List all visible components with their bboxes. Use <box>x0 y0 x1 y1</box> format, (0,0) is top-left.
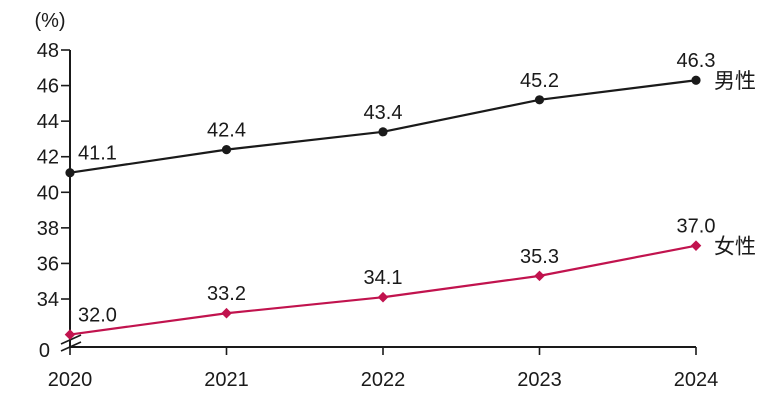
x-tick-label: 2022 <box>361 369 406 391</box>
series-name-label: 男性 <box>714 70 756 93</box>
data-point-marker <box>377 291 389 303</box>
x-tick-label: 2024 <box>674 369 719 391</box>
series-name-label: 女性 <box>714 236 756 259</box>
axis-break-mark <box>60 334 82 345</box>
y-tick-label: 44 <box>37 111 59 133</box>
y-tick-label: 38 <box>37 218 59 240</box>
y-tick-label: 42 <box>37 147 59 169</box>
y-tick-label: 46 <box>37 76 59 98</box>
x-tick-label: 2021 <box>204 369 249 391</box>
axis-break-mark <box>60 341 82 352</box>
data-label: 37.0 <box>677 216 716 238</box>
data-label: 32.0 <box>78 305 117 327</box>
data-label: 42.4 <box>207 120 246 142</box>
data-label: 45.2 <box>520 70 559 92</box>
data-label: 41.1 <box>78 143 117 165</box>
data-point-marker <box>534 95 545 105</box>
data-point-marker <box>65 168 75 178</box>
y-tick-label: 36 <box>37 253 59 275</box>
data-label: 33.2 <box>207 283 246 305</box>
data-point-marker <box>378 127 388 137</box>
data-label: 46.3 <box>677 50 716 72</box>
y-tick-label: 40 <box>37 182 59 204</box>
x-tick-label: 2020 <box>48 369 93 391</box>
data-point-marker <box>690 240 702 251</box>
y-axis-unit-label: (%) <box>34 10 65 32</box>
data-label: 34.1 <box>364 267 403 289</box>
data-label: 35.3 <box>520 246 559 268</box>
y-zero-label: 0 <box>39 340 50 362</box>
data-point-marker <box>221 145 232 155</box>
series-line <box>69 79 697 174</box>
data-point-marker <box>691 75 701 85</box>
data-point-marker <box>534 270 545 282</box>
x-tick-label: 2023 <box>517 369 562 391</box>
data-point-marker <box>221 307 232 319</box>
series-line <box>69 244 697 336</box>
data-point-marker <box>64 329 76 340</box>
data-label: 43.4 <box>364 102 403 124</box>
y-tick-label: 48 <box>37 40 59 62</box>
y-tick-label: 34 <box>37 289 59 311</box>
